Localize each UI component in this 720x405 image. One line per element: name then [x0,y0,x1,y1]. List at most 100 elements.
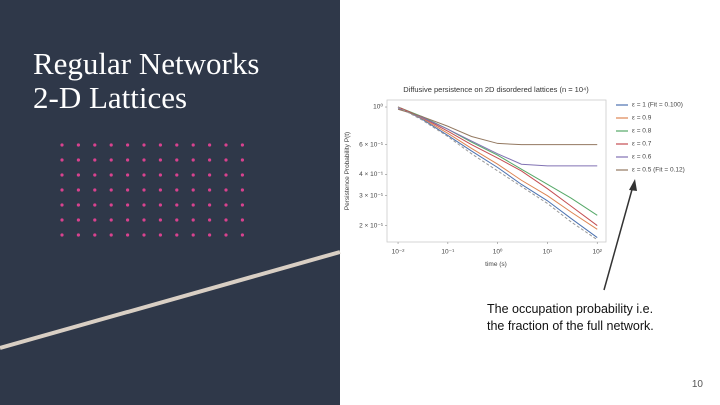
dot [109,173,113,177]
dot [158,143,162,147]
dot [93,158,97,162]
dot [60,203,64,207]
dot [191,218,195,222]
x-tick-label: 10⁻² [392,249,406,256]
dot [142,233,146,237]
dot [126,158,130,162]
dot [191,158,195,162]
dot [158,158,162,162]
plot-frame [386,99,607,243]
dot [240,143,244,147]
dot [109,143,113,147]
legend-label: ε = 0.6 [632,154,652,161]
x-tick-label: 10⁻¹ [441,249,455,256]
dot [142,158,146,162]
dot [208,143,212,147]
x-tick-label: 10¹ [543,249,553,256]
dot [208,233,212,237]
dot [191,203,195,207]
series-line [397,106,598,238]
dot [158,188,162,192]
dot [93,218,97,222]
chart-title: Diffusive persistence on 2D disordered l… [403,85,589,94]
dot [60,158,64,162]
dot [126,218,130,222]
legend-label: ε = 0.8 [632,128,652,135]
dot [175,143,179,147]
dot [224,218,228,222]
dot [93,188,97,192]
dot [76,233,80,237]
dot [240,158,244,162]
series-line [397,108,598,146]
dot [224,188,228,192]
legend-label: ε = 0.9 [632,115,652,122]
legend-label: ε = 0.7 [632,141,652,148]
dot [224,233,228,237]
caption: The occupation probability i.e. [487,302,653,316]
dot [126,188,130,192]
dark-panel [0,0,340,405]
dot [240,203,244,207]
dot [175,173,179,177]
series-line [397,108,598,167]
dot [60,233,64,237]
y-tick-label: 4 × 10⁻¹ [359,171,384,178]
dot [158,203,162,207]
dot [240,173,244,177]
dot [240,188,244,192]
dot [208,158,212,162]
dot [208,218,212,222]
series-line [397,106,598,241]
y-tick-label: 10⁰ [373,103,383,111]
dot [60,173,64,177]
y-tick-label: 3 × 10⁻¹ [359,192,384,199]
dot [76,218,80,222]
dot [109,233,113,237]
dot [142,188,146,192]
y-tick-label: 2 × 10⁻¹ [359,222,384,229]
dot [126,203,130,207]
series-line [397,106,598,230]
dot [240,233,244,237]
dot [76,188,80,192]
y-tick-label: 6 × 10⁻¹ [359,141,384,148]
dot [208,173,212,177]
legend-label: ε = 1 (Fit = 0.100) [632,102,683,109]
dot [60,188,64,192]
dot [175,218,179,222]
dot [93,203,97,207]
series-line [397,106,598,216]
dot [76,203,80,207]
dot [109,203,113,207]
caption: the fraction of the full network. [487,319,654,333]
dot [109,188,113,192]
dot [175,203,179,207]
dot [208,188,212,192]
slide-title: 2-D Lattices [33,80,187,115]
diagonal-stripe [0,250,341,350]
x-tick-label: 10⁰ [493,248,503,256]
slide-title: Regular Networks [33,46,259,81]
dot [93,233,97,237]
dot [109,218,113,222]
arrow [603,185,634,291]
dot [158,233,162,237]
dot [76,143,80,147]
dot [224,173,228,177]
dot [109,158,113,162]
dot [191,188,195,192]
dot [93,143,97,147]
dot [142,143,146,147]
dot [60,143,64,147]
dot [76,173,80,177]
dot [60,218,64,222]
dot [208,203,212,207]
dot [126,173,130,177]
arrow-head [629,179,637,191]
dot [240,218,244,222]
dot [93,173,97,177]
dot [191,173,195,177]
dot [175,233,179,237]
